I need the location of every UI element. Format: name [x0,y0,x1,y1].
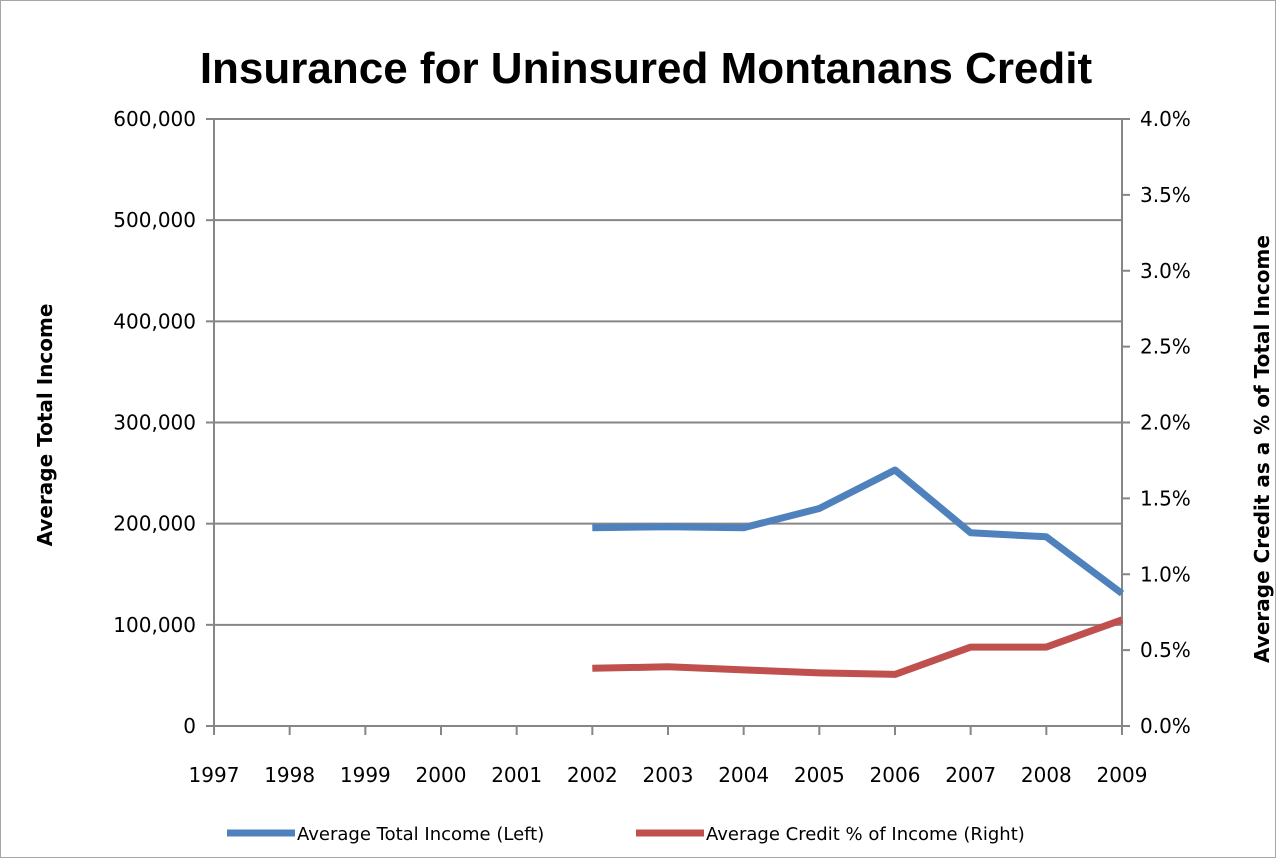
right-tick-label: 2.0% [1140,411,1191,435]
x-tick-label: 2005 [794,763,845,787]
left-tick-label: 300,000 [113,411,196,435]
gridlines [214,118,1122,626]
series-line-1 [592,466,1125,597]
left-axis-tick-labels: 0 100,000 200,000 300,000 400,000 500,000 600,… [113,107,196,738]
chart-title: Insurance for Uninsured Montanans Credit [200,44,1093,93]
left-tick-label: 200,000 [113,512,196,536]
x-tick-label: 2004 [718,763,769,787]
x-axis-tick-labels: 1997 1998 1999 2000 2001 2002 2003 2004 2005 2006… [189,763,1148,787]
right-tick-label: 1.5% [1140,486,1191,510]
right-axis-tick-labels: 0.0% 0.5% 1.0% 1.5% 2.0% 2.5% 3.0% 3.5% 4.0% [1140,107,1191,738]
left-tick-label: 100,000 [113,613,196,637]
x-tick-label: 1998 [264,763,315,787]
x-tick-label: 2003 [643,763,694,787]
right-tick-label: 0.0% [1140,714,1191,738]
x-tick-label: 2009 [1097,763,1148,787]
right-tick-label: 2.5% [1140,335,1191,359]
right-tick-label: 0.5% [1140,638,1191,662]
left-tick-label: 600,000 [113,107,196,131]
right-tick-label: 1.0% [1140,562,1191,586]
x-tick-label: 2006 [870,763,921,787]
x-tick-label: 1999 [340,763,391,787]
legend: Average Total Income (Left) Average Credi… [227,824,1025,845]
x-tick-label: 2000 [416,763,467,787]
right-tick-label: 3.0% [1140,259,1191,283]
right-axis-title: Average Credit as a % of Total Income [1250,235,1274,663]
left-tick-label: 400,000 [113,309,196,333]
x-tick-label: 2007 [945,763,996,787]
x-tick-label: 2002 [567,763,618,787]
x-tick-label: 1997 [189,763,240,787]
x-tick-label: 2001 [491,763,542,787]
right-tick-label: 4.0% [1140,107,1191,131]
legend-label-2: Average Credit % of Income (Right) [706,824,1025,845]
series-lines [592,466,1125,678]
x-tick-label: 2008 [1021,763,1072,787]
left-axis-title: Average Total Income [33,304,57,547]
axes [206,118,1130,735]
series-line-2 [592,616,1124,678]
left-tick-label: 500,000 [113,208,196,232]
legend-label-1: Average Total Income (Left) [297,824,544,845]
left-tick-label: 0 [183,714,196,738]
right-tick-label: 3.5% [1140,183,1191,207]
